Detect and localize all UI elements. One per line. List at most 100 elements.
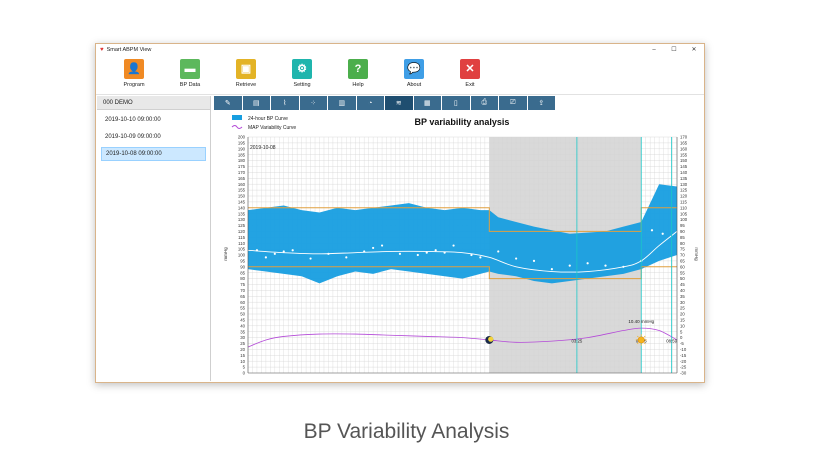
tab-pdf[interactable]: ⎙ xyxy=(470,96,498,110)
tab-edit[interactable]: ✎ xyxy=(214,96,242,110)
close-window-button[interactable]: ✕ xyxy=(691,47,697,53)
right-tick-label: 165 xyxy=(680,141,688,146)
right-tick-label: -20 xyxy=(680,359,687,364)
right-tick-label: 85 xyxy=(680,235,685,240)
pdf-icon: ⎙ xyxy=(481,99,488,106)
bp-reading-point xyxy=(479,256,482,259)
left-tick-label: 185 xyxy=(238,152,246,157)
time-markers: 03:2507:0508:59 xyxy=(485,137,678,373)
left-tick-label: 100 xyxy=(238,253,246,258)
right-tick-label: -25 xyxy=(680,365,687,370)
caption: BP Variability Analysis xyxy=(303,420,510,443)
left-tick-label: 0 xyxy=(243,371,246,376)
left-tick-label: 5 xyxy=(243,365,246,370)
bp-reading-point xyxy=(282,250,285,253)
right-tick-label: 100 xyxy=(680,217,688,222)
left-tick-label: 145 xyxy=(238,200,246,205)
bp-reading-point xyxy=(586,262,589,265)
bp-data-button[interactable]: ▬ BP Data xyxy=(162,59,218,88)
right-tick-label: 40 xyxy=(680,288,685,293)
right-tick-label: 160 xyxy=(680,146,688,151)
sun-ray xyxy=(637,335,639,338)
chart-title: BP variability analysis xyxy=(415,117,510,127)
tab-variability[interactable]: ≋ xyxy=(385,96,413,110)
exit-button[interactable]: ✕ Exit xyxy=(442,59,498,88)
maximize-button[interactable]: ☐ xyxy=(671,47,677,53)
left-tick-label: 85 xyxy=(240,270,245,275)
help-button[interactable]: ? Help xyxy=(330,59,386,88)
left-axis-unit: mmHg xyxy=(223,247,228,261)
left-tick-label: 20 xyxy=(240,347,245,352)
tab-bar[interactable]: ▥ xyxy=(328,96,356,110)
minimize-button[interactable]: – xyxy=(652,46,656,53)
toolbar: 👤 Program ▬ BP Data ▣ Retrieve ⚙ Setting… xyxy=(96,55,704,95)
sun-ray xyxy=(643,342,646,345)
bp-reading-point xyxy=(497,250,500,253)
left-tick-label: 120 xyxy=(238,229,246,234)
about-button[interactable]: 💬 About xyxy=(386,59,442,88)
bp-reading-point xyxy=(452,244,455,247)
bp-reading-point xyxy=(380,244,384,247)
pie-chart-icon: ◔ xyxy=(368,99,373,107)
close-icon: ✕ xyxy=(460,59,480,79)
left-tick-label: 105 xyxy=(238,247,246,252)
left-tick-label: 15 xyxy=(240,353,245,358)
right-tick-label: 150 xyxy=(680,158,688,163)
bp-reading-point xyxy=(434,249,437,252)
tab-export[interactable]: ⇪ xyxy=(527,96,555,110)
book-icon: ▤ xyxy=(252,100,260,107)
setting-button[interactable]: ⚙ Setting xyxy=(274,59,330,88)
left-tick-label: 70 xyxy=(240,288,245,293)
bp-reading-point xyxy=(532,259,536,262)
left-tick-label: 80 xyxy=(240,276,245,281)
left-tick-label: 190 xyxy=(238,146,246,151)
right-tick-label: 145 xyxy=(680,164,688,169)
right-tick-label: 95 xyxy=(680,223,685,228)
map-variability-curve xyxy=(247,327,678,348)
left-tick-label: 40 xyxy=(240,323,245,328)
left-tick-label: 35 xyxy=(240,329,245,334)
right-tick-label: -30 xyxy=(680,371,687,376)
right-tick-label: 5 xyxy=(680,329,683,334)
bp-band-layer xyxy=(248,184,677,284)
tab-trend[interactable]: ⌇ xyxy=(271,96,299,110)
bp-reading-point xyxy=(264,256,267,259)
program-button[interactable]: 👤 Program xyxy=(106,59,162,88)
window-title: Smart ABPM View xyxy=(106,46,152,53)
tab-document[interactable]: ▯ xyxy=(442,96,470,110)
record-item[interactable]: 2019-10-10 09:00:00 xyxy=(105,117,161,123)
tab-histogram[interactable]: ▦ xyxy=(413,96,441,110)
left-tick-label: 10 xyxy=(240,359,245,364)
bp-reading-point xyxy=(273,252,276,255)
chat-icon: 💬 xyxy=(404,59,424,79)
left-tick-label: 95 xyxy=(240,259,245,264)
tab-pie[interactable]: ◔ xyxy=(356,96,384,110)
bp-data-label: BP Data xyxy=(179,82,201,88)
view-tabs: ✎ ▤ ⌇ ⁘ ▥ ◔ ≋ ▦ ▯ ⎙ ⎚ ⇪ xyxy=(214,96,556,110)
bp-reading-point xyxy=(650,229,654,232)
left-tick-label: 175 xyxy=(238,164,246,169)
right-tick-label: 55 xyxy=(680,270,685,275)
bp-reading-point xyxy=(661,232,664,235)
curve-layer xyxy=(247,231,678,348)
patient-header[interactable]: 000 DEMO xyxy=(97,96,210,110)
tab-book[interactable]: ▤ xyxy=(242,96,270,110)
tab-scatter[interactable]: ⁘ xyxy=(299,96,327,110)
record-item-selected[interactable]: 2019-10-08 09:00:00 xyxy=(101,147,206,161)
left-tick-label: 30 xyxy=(240,335,245,340)
printer-icon: ⎚ xyxy=(509,99,516,106)
reading-points xyxy=(255,229,664,271)
bp-reading-point xyxy=(604,264,607,267)
right-tick-label: 15 xyxy=(680,318,685,323)
right-tick-label: 50 xyxy=(680,276,685,281)
export-icon: ⇪ xyxy=(538,100,545,107)
scatter-chart-icon: ⁘ xyxy=(310,100,317,107)
tab-print[interactable]: ⎚ xyxy=(499,96,527,110)
bp-reading-point xyxy=(425,251,428,254)
left-tick-label: 45 xyxy=(240,318,245,323)
left-tick-label: 25 xyxy=(240,341,245,346)
about-label: About xyxy=(406,82,422,88)
record-item[interactable]: 2019-10-09 09:00:00 xyxy=(105,134,161,140)
legend-bp-swatch xyxy=(232,115,242,120)
retrieve-button[interactable]: ▣ Retrieve xyxy=(218,59,274,88)
